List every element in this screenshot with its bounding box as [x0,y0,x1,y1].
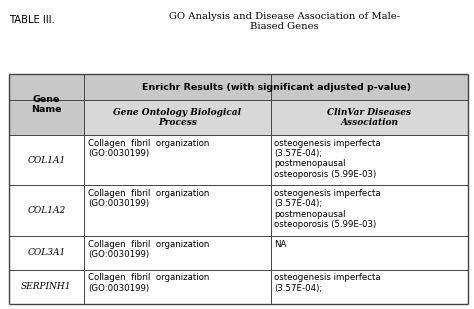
Bar [84,74,468,100]
Text: Collagen  fibril  organization
(GO:0030199): Collagen fibril organization (GO:0030199… [88,138,210,158]
Text: osteogenesis imperfecta
(3.57E-04);: osteogenesis imperfecta (3.57E-04); [274,273,381,293]
Text: Gene Ontology Biological
Process: Gene Ontology Biological Process [113,108,241,127]
Text: Collagen  fibril  organization
(GO:0030199): Collagen fibril organization (GO:0030199… [88,239,210,259]
Text: Collagen  fibril  organization
(GO:0030199): Collagen fibril organization (GO:0030199… [88,273,210,293]
Text: osteogenesis imperfecta
(3.57E-04);
postmenopausal
osteoporosis (5.99E-03): osteogenesis imperfecta (3.57E-04); post… [274,189,381,229]
Text: COL1A2: COL1A2 [27,206,65,215]
Bar [9,74,84,135]
Text: ClinVar Diseases
Association: ClinVar Diseases Association [328,108,411,127]
Text: NA: NA [274,239,287,248]
Bar [84,100,468,135]
Text: Collagen  fibril  organization
(GO:0030199): Collagen fibril organization (GO:0030199… [88,189,210,209]
Text: SERPINH1: SERPINH1 [21,282,72,291]
Text: Gene
Name: Gene Name [31,95,62,114]
Text: TABLE III.: TABLE III. [9,15,55,25]
Bar [9,269,468,304]
Text: COL3A1: COL3A1 [27,248,65,257]
Text: Enrichr Results (with significant adjusted p-value): Enrichr Results (with significant adjust… [142,83,411,91]
Bar [9,236,468,269]
Bar [9,185,468,236]
Text: osteogenesis imperfecta
(3.57E-04);
postmenopausal
osteoporosis (5.99E-03): osteogenesis imperfecta (3.57E-04); post… [274,138,381,179]
Text: COL1A1: COL1A1 [27,155,65,165]
Bar [9,135,468,185]
Text: GO Analysis and Disease Association of Male-
Biased Genes: GO Analysis and Disease Association of M… [169,12,400,31]
